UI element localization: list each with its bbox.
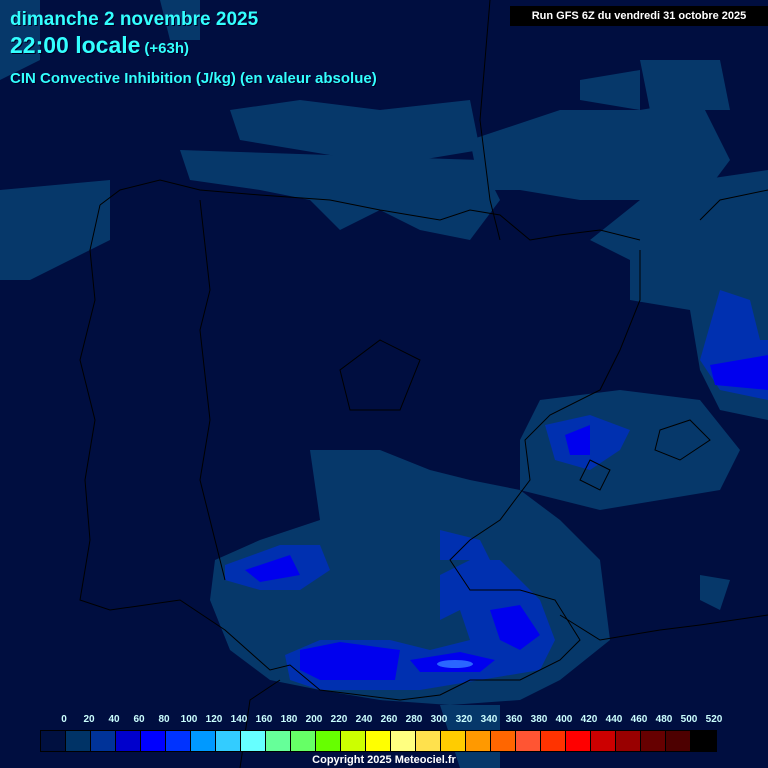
- legend-swatch: [241, 731, 266, 751]
- legend-label: 400: [555, 714, 573, 725]
- legend-swatch: [616, 731, 641, 751]
- model-run-label: Run GFS 6Z du vendredi 31 octobre 2025: [510, 6, 768, 26]
- legend-swatch: [216, 731, 241, 751]
- legend-swatch: [66, 731, 91, 751]
- legend-swatch: [666, 731, 691, 751]
- legend-label: 300: [430, 714, 448, 725]
- legend-label: 220: [330, 714, 348, 725]
- legend-label: 120: [205, 714, 223, 725]
- legend-swatch: [166, 731, 191, 751]
- legend-label: 380: [530, 714, 548, 725]
- legend-label: 240: [355, 714, 373, 725]
- legend-swatch: [641, 731, 666, 751]
- legend-swatch: [566, 731, 591, 751]
- cin-peak-area: [437, 660, 473, 668]
- legend-label: 40: [108, 714, 120, 725]
- legend-label: 420: [580, 714, 598, 725]
- legend-swatch: [491, 731, 516, 751]
- legend-label: 260: [380, 714, 398, 725]
- legend-label: 140: [230, 714, 248, 725]
- legend-label: 340: [480, 714, 498, 725]
- parameter-title: CIN Convective Inhibition (J/kg) (en val…: [10, 70, 377, 87]
- legend-label: 0: [61, 714, 67, 725]
- legend-label: 360: [505, 714, 523, 725]
- legend-swatch: [391, 731, 416, 751]
- legend-swatch: [416, 731, 441, 751]
- legend-swatch: [591, 731, 616, 751]
- legend-label: 20: [83, 714, 95, 725]
- legend-label: 60: [133, 714, 145, 725]
- legend-swatch: [366, 731, 391, 751]
- legend-swatch: [441, 731, 466, 751]
- color-legend: [40, 730, 717, 752]
- legend-swatch: [291, 731, 316, 751]
- legend-label: 80: [158, 714, 170, 725]
- legend-swatch: [116, 731, 141, 751]
- forecast-time: 22:00 locale (+63h): [10, 32, 189, 59]
- legend-swatch: [91, 731, 116, 751]
- legend-labels: 0 20 40 60 80 100 120 140 160 180 200 220 240 260 280 3…: [0, 714, 768, 728]
- legend-label: 460: [630, 714, 648, 725]
- legend-swatch: [41, 731, 66, 751]
- legend-swatch: [516, 731, 541, 751]
- legend-swatch: [316, 731, 341, 751]
- legend-label: 500: [680, 714, 698, 725]
- copyright: Copyright 2025 Meteociel.fr: [312, 754, 456, 766]
- legend-swatch: [341, 731, 366, 751]
- legend-swatch: [266, 731, 291, 751]
- legend-label: 320: [455, 714, 473, 725]
- coastlines-borders: [79, 0, 768, 768]
- legend-label: 280: [405, 714, 423, 725]
- legend-swatch: [191, 731, 216, 751]
- legend-label: 520: [705, 714, 723, 725]
- legend-label: 180: [280, 714, 298, 725]
- cin-high-areas: [245, 355, 768, 680]
- forecast-lead-time: (+63h): [144, 40, 190, 57]
- legend-label: 440: [605, 714, 623, 725]
- legend-swatch: [466, 731, 491, 751]
- forecast-local-time: 22:00 locale: [10, 32, 141, 58]
- legend-label: 480: [655, 714, 673, 725]
- legend-swatch: [541, 731, 566, 751]
- legend-label: 200: [305, 714, 323, 725]
- forecast-date: dimanche 2 novembre 2025: [10, 9, 259, 30]
- legend-label: 100: [180, 714, 198, 725]
- legend-swatch: [691, 731, 716, 751]
- legend-label: 160: [255, 714, 273, 725]
- legend-swatch: [141, 731, 166, 751]
